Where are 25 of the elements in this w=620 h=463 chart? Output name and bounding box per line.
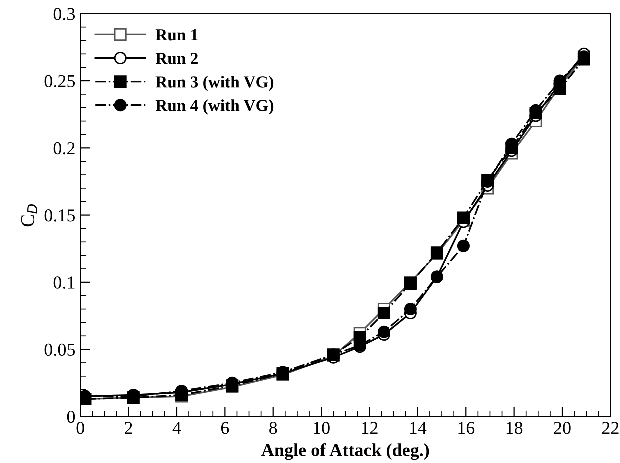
x-tick-label: 8: [270, 422, 278, 434]
legend-label: Run 3 (with VG): [156, 76, 274, 92]
x-tick-label: 16: [458, 422, 475, 434]
legend-label: Run 2: [156, 53, 198, 64]
y-tick-label: 0.15: [44, 210, 76, 222]
x-tick-label: 0: [76, 422, 84, 434]
x-tick-label: 20: [554, 422, 571, 434]
legend-label: Run 1: [156, 30, 198, 41]
legend-label: Run 4 (with VG): [156, 100, 274, 115]
x-tick-label: 22: [602, 422, 619, 434]
y-tick-label: 0.25: [44, 75, 76, 88]
x-tick-label: 12: [362, 422, 378, 434]
x-tick-label: 18: [506, 422, 523, 434]
y-tick-label: 0.1: [54, 276, 75, 289]
x-tick-label: 2: [125, 422, 132, 434]
y-tick-label: 0.3: [54, 8, 76, 20]
y-tick-label: 0.05: [44, 344, 76, 356]
x-tick-label: 14: [410, 422, 427, 434]
y-tick-label: 0.2: [54, 142, 75, 155]
y-tick-label: 0: [67, 410, 76, 424]
y-axis-title: C$_{D}$: [21, 204, 38, 227]
x-tick-label: 4: [172, 422, 182, 434]
x-tick-label: 10: [314, 422, 330, 434]
x-tick-label: 6: [221, 422, 230, 434]
x-axis-title: Angle of Attack (deg.): [262, 443, 430, 460]
